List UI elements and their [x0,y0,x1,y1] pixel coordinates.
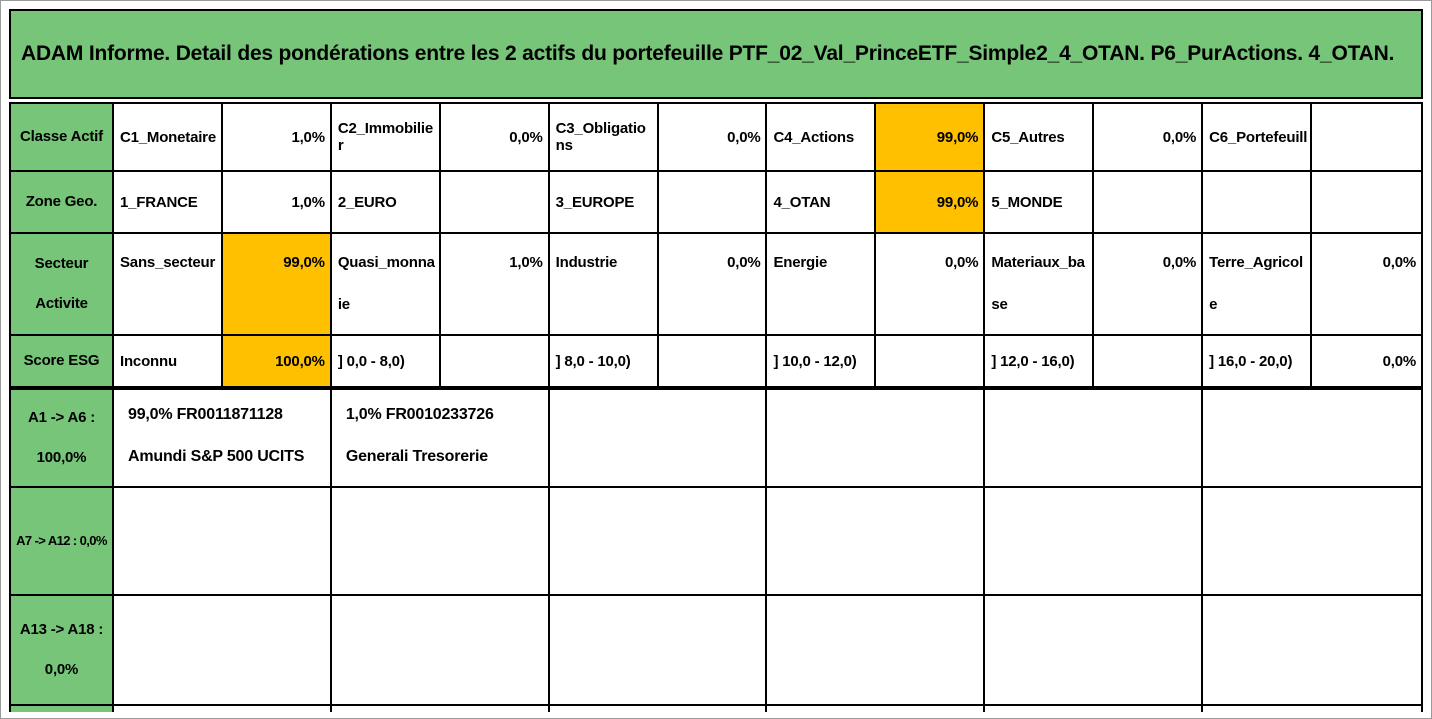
cell-zone-6-name[interactable] [1203,172,1313,232]
asset-cell-8[interactable] [332,488,550,594]
cell-classe-c4-name[interactable]: C4_Actions [767,104,877,170]
cell-zone-4-name[interactable]: 4_OTAN [767,172,877,232]
row-label-score-esg[interactable]: Score ESG [11,336,114,386]
cell-secteur-5-name[interactable]: Materiaux_base [985,234,1095,334]
cell-zone-4-value[interactable]: 99,0% [876,172,986,232]
cell-classe-c3-name[interactable]: C3_Obligations [550,104,659,170]
row-label-classe-actif[interactable]: Classe Actif [11,104,114,170]
asset-name: Amundi S&P 500 UCITS [128,448,305,465]
row-score-esg: Score ESG Inconnu 100,0% ] 0,0 - 8,0) ] … [11,336,1421,390]
asset-cell-2[interactable]: 1,0% FR0010233726 Generali Tresorerie [332,390,550,486]
asset-cell-9[interactable] [550,488,768,594]
cell-classe-c3-value[interactable]: 0,0% [659,104,768,170]
row-zone-geo: Zone Geo. 1_FRANCE 1,0% 2_EURO 3_EUROPE … [11,172,1421,234]
cell-zone-5-name[interactable]: 5_MONDE [985,172,1095,232]
cell-esg-5-name[interactable]: ] 12,0 - 16,0) [985,336,1095,386]
asset-cell-6[interactable] [1203,390,1421,486]
asset-weight-isin: 1,0% FR0010233726 [345,406,494,423]
cell-classe-c6-name[interactable]: C6_Portefeuill [1203,104,1313,170]
cell-classe-c6-value[interactable] [1312,104,1421,170]
row-label-secteur-activite[interactable]: Secteur Activite [11,234,114,334]
cell-zone-3-name[interactable]: 3_EUROPE [550,172,659,232]
cell-secteur-2-value[interactable]: 1,0% [441,234,550,334]
cell-classe-c4-value[interactable]: 99,0% [876,104,986,170]
cell-secteur-1-value[interactable]: 99,0% [222,234,332,334]
cell-esg-2-name[interactable]: ] 0,0 - 8,0) [332,336,441,386]
asset-cell-11[interactable] [985,488,1204,594]
asset-weight-isin: 99,0% FR0011871128 [128,406,283,423]
cell-zone-5-value[interactable] [1094,172,1204,232]
cell-esg-1-name[interactable]: Inconnu [114,336,223,386]
cell-esg-6-name[interactable]: ] 16,0 - 20,0) [1203,336,1313,386]
clipped-next-row [9,706,1423,712]
row-a13-a18: A13 -> A18 : 0,0% [11,596,1421,704]
row-label-zone-geo[interactable]: Zone Geo. [11,172,114,232]
cell-esg-5-value[interactable] [1094,336,1204,386]
cell-classe-c1-value[interactable]: 1,0% [223,104,332,170]
cell-esg-3-value[interactable] [659,336,768,386]
report-title-banner[interactable]: ADAM Informe. Detail des pondérations en… [9,9,1423,99]
cell-secteur-6-value[interactable]: 0,0% [1382,254,1417,271]
row-label-a7-a12[interactable]: A7 -> A12 : 0,0% [11,488,114,594]
cell-esg-6-value[interactable]: 0,0% [1382,352,1417,370]
cell-classe-c2-value[interactable]: 0,0% [441,104,550,170]
cell-classe-c5-name[interactable]: C5_Autres [985,104,1095,170]
cell-secteur-3-value[interactable]: 0,0% [659,234,768,334]
cell-secteur-5-value[interactable]: 0,0% [1094,234,1204,334]
cell-esg-3-name[interactable]: ] 8,0 - 10,0) [550,336,659,386]
asset-cell-7[interactable] [114,488,332,594]
row-classe-actif: Classe Actif C1_Monetaire 1,0% C2_Immobi… [11,104,1421,172]
cell-zone-1-name[interactable]: 1_FRANCE [114,172,223,232]
cell-secteur-4-name[interactable]: Energie [767,234,877,334]
row-a1-a6: A1 -> A6 : 100,0% 99,0% FR0011871128 Amu… [11,390,1421,488]
asset-cell-3[interactable] [550,390,768,486]
cell-secteur-3-name[interactable]: Industrie [550,234,659,334]
cell-esg-4-name[interactable]: ] 10,0 - 12,0) [767,336,877,386]
asset-cell-1[interactable]: 99,0% FR0011871128 Amundi S&P 500 UCITS [114,390,332,486]
row-label-a13-a18[interactable]: A13 -> A18 : 0,0% [11,596,114,704]
cell-classe-c5-value[interactable]: 0,0% [1094,104,1204,170]
asset-cell-12[interactable] [1203,488,1421,594]
report-title: ADAM Informe. Detail des pondérations en… [21,42,1395,65]
asset-cell-15[interactable] [550,596,768,704]
cell-secteur-1-name[interactable]: Sans_secteur [114,234,223,334]
cell-esg-1-value[interactable]: 100,0% [222,336,332,386]
asset-cell-18[interactable] [1203,596,1421,704]
row-secteur-activite: Secteur Activite Sans_secteur 99,0% Quas… [11,234,1421,336]
cell-zone-1-value[interactable]: 1,0% [223,172,332,232]
asset-cell-14[interactable] [332,596,550,704]
cell-classe-c1-name[interactable]: C1_Monetaire [114,104,223,170]
asset-cell-13[interactable] [114,596,332,704]
cell-esg-4-value[interactable] [876,336,986,386]
asset-name: Generali Tresorerie [345,448,488,465]
cell-esg-2-value[interactable] [441,336,550,386]
row-a7-a12: A7 -> A12 : 0,0% [11,488,1421,596]
cell-classe-c2-name[interactable]: C2_Immobilier [332,104,441,170]
cell-secteur-6-name[interactable]: Terre_Agricole [1203,234,1313,334]
cell-secteur-2-name[interactable]: Quasi_monnaie [332,234,441,334]
cell-zone-2-value[interactable] [441,172,550,232]
cell-secteur-4-value[interactable]: 0,0% [876,234,986,334]
cell-zone-2-name[interactable]: 2_EURO [332,172,441,232]
asset-cell-17[interactable] [985,596,1204,704]
row-label-a1-a6[interactable]: A1 -> A6 : 100,0% [11,390,114,486]
asset-cell-4[interactable] [767,390,986,486]
asset-cell-10[interactable] [767,488,986,594]
weights-table: Classe Actif C1_Monetaire 1,0% C2_Immobi… [9,102,1423,706]
asset-cell-5[interactable] [985,390,1204,486]
cell-zone-3-value[interactable] [659,172,768,232]
cell-zone-6-value[interactable] [1312,172,1421,232]
asset-cell-16[interactable] [767,596,986,704]
